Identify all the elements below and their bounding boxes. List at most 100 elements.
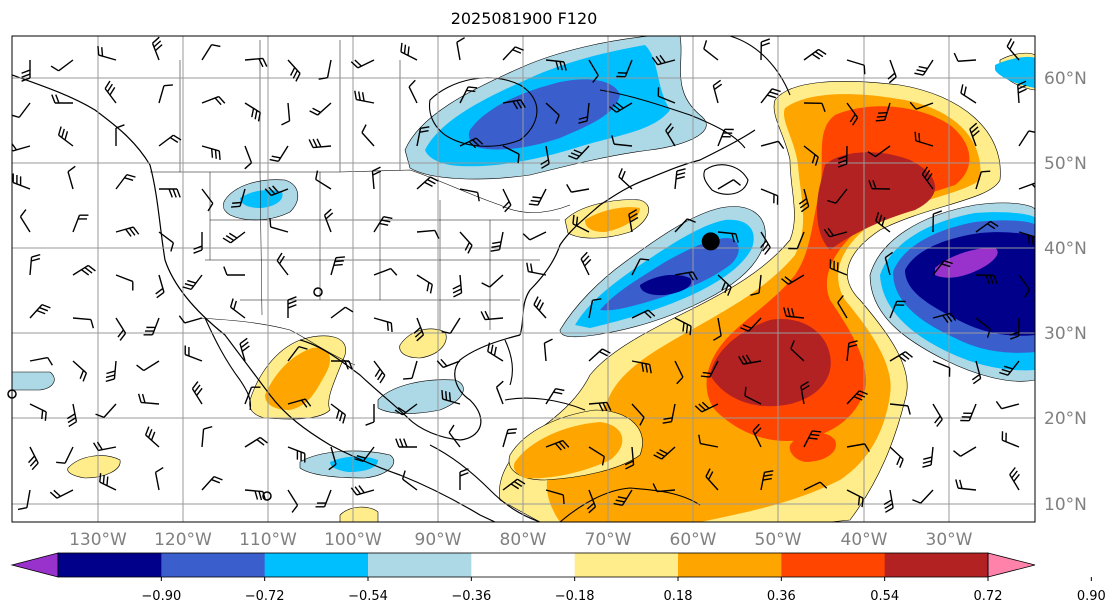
wind-barb	[441, 390, 461, 405]
wind-barb	[72, 317, 95, 329]
florida	[504, 339, 514, 386]
lat-label: 60°N	[1044, 69, 1087, 89]
wind-barb	[459, 231, 473, 254]
wind-barb	[875, 212, 891, 233]
wind-barb	[960, 84, 977, 104]
wind-barb	[29, 356, 54, 366]
wind-barb	[889, 300, 906, 319]
wind-barb	[29, 253, 41, 276]
wind-barb	[545, 59, 567, 71]
wind-barb	[588, 446, 605, 466]
wind-barb	[201, 44, 221, 61]
wind-barb	[752, 423, 762, 448]
wind-barb	[717, 179, 741, 190]
wind-barb	[744, 386, 762, 405]
wind-barb	[932, 210, 943, 233]
wind-barb	[712, 79, 723, 104]
wind-barb	[653, 446, 676, 460]
wind-barb	[568, 145, 590, 160]
wind-barb	[609, 102, 633, 113]
wind-barb	[790, 340, 805, 362]
wind-barb	[975, 220, 999, 233]
station-circle-marker	[313, 287, 323, 297]
wind-barb	[158, 84, 173, 104]
cold-anomaly-west-pacific	[12, 371, 55, 391]
wind-barb	[244, 57, 268, 68]
wind-barb	[1018, 130, 1035, 147]
wind-barb	[545, 388, 565, 405]
wind-barb	[502, 145, 520, 164]
lon-label: 40°W	[841, 530, 888, 550]
warm-anomaly-mexico-orange	[265, 347, 331, 410]
colorbar-tick-label: −0.54	[348, 589, 388, 604]
wind-barb	[837, 295, 848, 319]
wind-barb	[883, 489, 894, 513]
wind-barb	[662, 403, 676, 424]
warm-anomaly-gulf	[399, 328, 447, 359]
wind-barb	[350, 485, 375, 496]
wind-barb	[781, 274, 805, 285]
wind-barb	[588, 59, 599, 83]
us-canada-border	[150, 169, 571, 213]
wind-barb	[889, 446, 904, 468]
wind-barb	[1006, 38, 1020, 61]
wind-barb	[416, 126, 430, 147]
gulf-of-mexico-coast	[299, 334, 521, 441]
wind-barb	[72, 360, 88, 382]
wind-barb	[29, 403, 47, 421]
cold-anomaly-far-east	[995, 56, 1035, 88]
wind-barb	[49, 489, 74, 499]
warm-anomaly-south-edge	[339, 506, 379, 522]
colorbar-extend-high	[987, 552, 1036, 578]
wind-barb	[823, 227, 848, 238]
wind-barb	[580, 251, 592, 276]
wind-barb	[868, 179, 891, 190]
wind-barb	[713, 317, 722, 341]
wind-barb	[354, 90, 375, 104]
wind-barb	[1017, 80, 1027, 104]
labrador-coast	[599, 89, 746, 149]
wind-barb	[740, 317, 762, 332]
wind-barb	[373, 317, 393, 332]
wind-barb	[287, 59, 301, 82]
wind-barb	[540, 145, 550, 169]
wind-barb	[588, 348, 611, 362]
wind-barb	[373, 267, 398, 276]
wind-barb	[287, 345, 308, 362]
wind-barb	[760, 188, 779, 205]
wind-barb	[315, 489, 332, 508]
lon-label: 110°W	[239, 530, 297, 550]
wind-barb	[318, 59, 332, 80]
wind-barb	[846, 59, 866, 75]
wind-barb	[502, 188, 512, 213]
wind-barb	[674, 317, 692, 336]
wind-barb	[408, 79, 418, 104]
wind-barb	[631, 360, 652, 374]
wind-barb	[155, 274, 165, 299]
wind-barb	[665, 123, 676, 147]
wind-barb	[912, 489, 934, 504]
longitude-labels: 130°W 120°W 110°W 100°W 90°W 80°W 70°W 6…	[69, 530, 973, 550]
wind-barb	[975, 274, 998, 285]
wind-barb	[526, 262, 547, 276]
wind-barb	[328, 446, 337, 471]
cold-anomaly-pacific-mexico-blue	[330, 456, 378, 472]
wind-barb	[143, 317, 160, 336]
wind-barb	[700, 360, 719, 378]
wind-barb	[750, 274, 762, 296]
colorbar-tick-label: 0.72	[974, 589, 1003, 604]
wind-barb	[19, 209, 31, 233]
wind-barb	[448, 424, 461, 448]
wind-barb	[846, 340, 858, 362]
wind-barb	[394, 403, 418, 416]
wind-barb	[12, 173, 31, 190]
wind-barb	[631, 403, 645, 426]
warm-anomaly-new-england-orange	[585, 207, 640, 232]
wind-barb	[201, 425, 213, 448]
wind-barb	[955, 479, 977, 491]
wind-barb	[502, 99, 526, 110]
wind-barb	[436, 358, 461, 369]
wind-barb	[97, 46, 117, 61]
wind-barb	[50, 59, 74, 72]
wind-barb	[159, 188, 181, 198]
